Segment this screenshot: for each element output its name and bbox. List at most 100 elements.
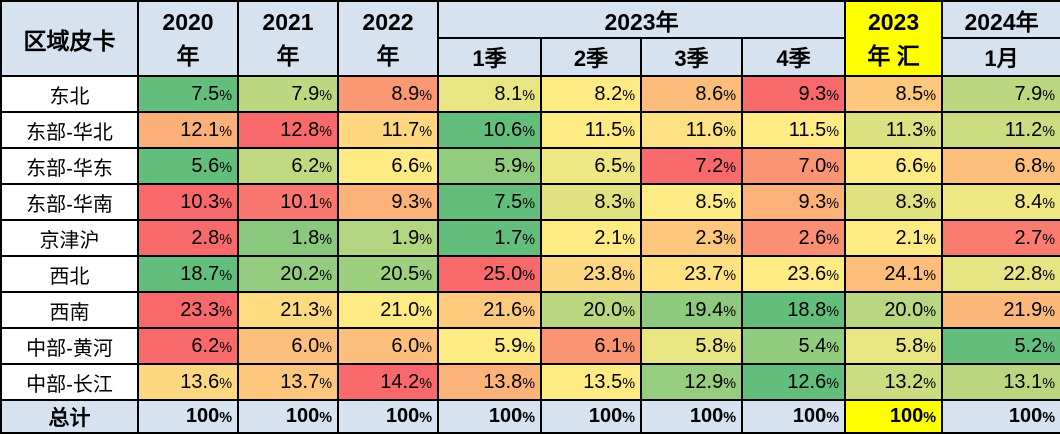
value-number: 7.0 xyxy=(798,154,827,177)
value-number: 8.1 xyxy=(494,82,523,105)
value-cell: 12.8% xyxy=(237,111,339,149)
value-number: 19.4 xyxy=(684,298,724,321)
value-cell: 10.1% xyxy=(237,183,339,221)
table-row: 东北 7.5% 7.9% 8.9% 8.1% 8.2% 8.6% 9.3% 8.5% 7.9% xyxy=(0,75,1060,113)
table-body: 东北 7.5% 7.9% 8.9% 8.1% 8.2% 8.6% 9.3% 8.5% 7.9% 东部… xyxy=(0,75,1060,434)
percent-sign: % xyxy=(622,267,635,284)
value-number: 21.0 xyxy=(380,298,420,321)
value-cell: 1.8% xyxy=(237,219,339,257)
value-number: 100 xyxy=(488,405,523,427)
value-cell: 6.2% xyxy=(137,327,239,365)
percent-sign: % xyxy=(319,339,332,356)
value-cell: 6.0% xyxy=(237,327,339,365)
value-cell: 18.8% xyxy=(740,291,847,329)
percent-sign: % xyxy=(419,303,432,320)
value-cell: 9.3% xyxy=(740,183,847,221)
percent-sign: % xyxy=(319,87,332,104)
col-header-2022-line1: 2022 xyxy=(362,8,414,35)
value-number: 6.0 xyxy=(291,334,320,357)
value-number: 20.2 xyxy=(280,262,320,285)
value-number: 11.3 xyxy=(885,118,924,141)
percent-sign: % xyxy=(723,267,736,284)
percent-sign: % xyxy=(826,303,840,320)
percent-sign: % xyxy=(219,159,232,176)
value-number: 12.6 xyxy=(787,370,827,393)
value-number: 8.2 xyxy=(594,82,623,105)
value-cell: 6.2% xyxy=(237,147,339,185)
value-number: 13.6 xyxy=(180,370,220,393)
value-number: 5.8 xyxy=(895,334,924,357)
col-header-2023-total: 2023 年 汇 xyxy=(844,0,944,77)
value-number: 5.8 xyxy=(695,334,724,357)
value-number: 7.9 xyxy=(291,82,320,105)
value-number: 13.5 xyxy=(583,370,623,393)
region-label: 西北 xyxy=(0,255,139,293)
value-cell: 7.9% xyxy=(237,75,339,113)
value-cell: 11.3% xyxy=(844,111,944,149)
value-cell: 23.3% xyxy=(137,291,239,329)
table-row: 东部-华北 12.1% 12.8% 11.7% 10.6% 11.5% 11.6% 11.5%… xyxy=(0,111,1060,149)
value-cell: 5.2% xyxy=(941,327,1060,365)
percent-sign: % xyxy=(826,267,840,284)
value-number: 8.5 xyxy=(895,82,924,105)
percent-sign: % xyxy=(826,123,840,140)
table-header: 区域皮卡 2020 年 2021 年 2022 年 2023年 2023 年 汇… xyxy=(0,0,1060,77)
value-number: 11.5 xyxy=(584,118,623,141)
value-number: 22.8 xyxy=(1003,262,1043,285)
value-cell: 20.5% xyxy=(337,255,439,293)
value-cell: 20.0% xyxy=(540,291,642,329)
value-number: 100 xyxy=(889,405,924,427)
value-cell: 13.5% xyxy=(540,363,642,401)
value-cell: 9.3% xyxy=(337,183,439,221)
value-number: 23.8 xyxy=(583,262,623,285)
value-cell: 8.5% xyxy=(640,183,743,221)
percent-sign: % xyxy=(723,159,736,176)
value-cell: 2.1% xyxy=(540,219,642,257)
region-label: 东北 xyxy=(0,75,139,113)
value-number: 9.3 xyxy=(798,190,827,213)
percent-sign: % xyxy=(1042,267,1056,284)
region-label: 东部-华北 xyxy=(0,111,139,149)
value-number: 6.2 xyxy=(291,154,320,177)
percent-sign: % xyxy=(1042,159,1056,176)
percent-sign: % xyxy=(923,87,937,104)
percent-sign: % xyxy=(826,195,840,212)
total-row: 总计 100% 100% 100% 100% 100% 100% 100% 100% 100% xyxy=(0,399,1060,434)
table-row: 京津沪 2.8% 1.8% 1.9% 1.7% 2.1% 2.3% 2.6% 2.1% 2.7% xyxy=(0,219,1060,257)
value-number: 8.5 xyxy=(695,190,724,213)
col-header-q2: 2季 xyxy=(540,37,642,77)
value-cell: 1.9% xyxy=(337,219,439,257)
total-value-cell-highlighted: 100% xyxy=(844,399,944,434)
value-number: 100 xyxy=(588,405,623,427)
value-cell: 7.5% xyxy=(437,183,542,221)
value-cell: 7.2% xyxy=(640,147,743,185)
region-label: 西南 xyxy=(0,291,139,329)
value-number: 5.9 xyxy=(494,334,523,357)
value-cell: 2.1% xyxy=(844,219,944,257)
percent-sign: % xyxy=(522,123,535,140)
value-cell: 21.9% xyxy=(941,291,1060,329)
value-number: 23.3 xyxy=(180,298,220,321)
value-cell: 11.5% xyxy=(540,111,642,149)
value-cell: 2.6% xyxy=(740,219,847,257)
value-cell: 13.6% xyxy=(137,363,239,401)
value-cell: 8.2% xyxy=(540,75,642,113)
value-number: 5.9 xyxy=(494,154,523,177)
value-number: 6.5 xyxy=(594,154,623,177)
percent-sign: % xyxy=(826,410,840,426)
region-label: 东部-华东 xyxy=(0,147,139,185)
value-number: 100 xyxy=(285,405,320,427)
value-number: 2.1 xyxy=(594,226,623,249)
value-cell: 9.3% xyxy=(740,75,847,113)
value-cell: 25.0% xyxy=(437,255,542,293)
value-number: 1.9 xyxy=(391,226,420,249)
value-cell: 11.6% xyxy=(640,111,743,149)
percent-sign: % xyxy=(522,375,535,392)
header-row-1: 区域皮卡 2020 年 2021 年 2022 年 2023年 2023 年 汇… xyxy=(0,0,1060,77)
percent-sign: % xyxy=(622,123,635,140)
value-number: 2.7 xyxy=(1014,226,1043,249)
value-cell: 5.4% xyxy=(740,327,847,365)
value-cell: 5.8% xyxy=(640,327,743,365)
percent-sign: % xyxy=(622,339,635,356)
value-cell: 13.7% xyxy=(237,363,339,401)
